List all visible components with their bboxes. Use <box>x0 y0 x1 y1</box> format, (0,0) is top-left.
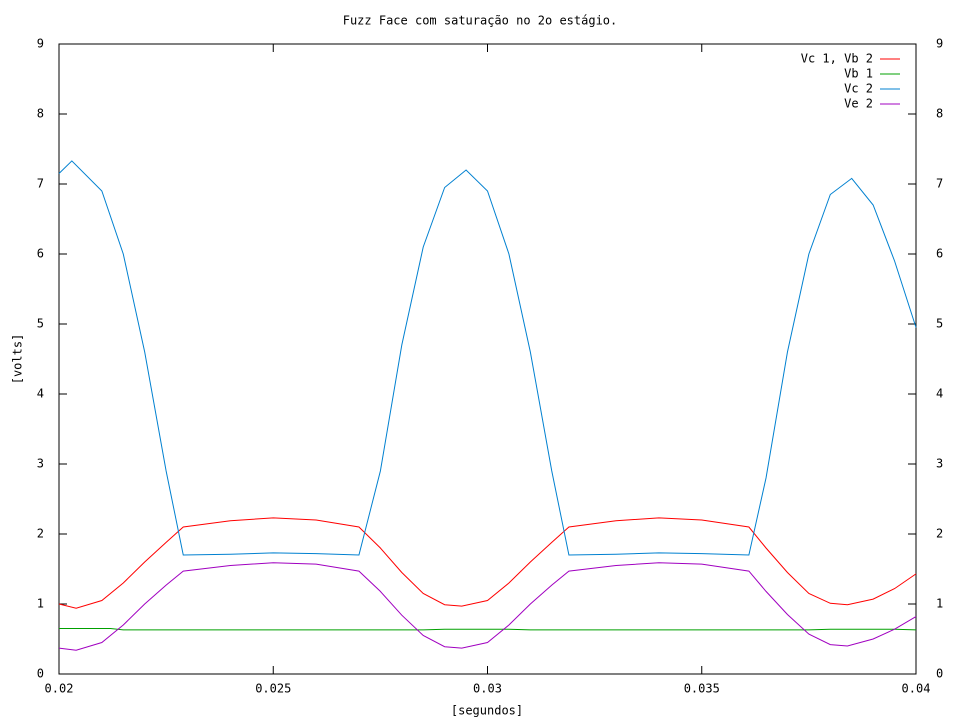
x-tick-label: 0.03 <box>473 682 502 696</box>
series-line <box>58 517 917 609</box>
x-axis-label: [segundos] <box>451 704 523 718</box>
y-axis-label: [volts] <box>11 334 25 385</box>
x-tick-label: 0.025 <box>255 682 291 696</box>
y2-tick-label: 3 <box>936 457 943 471</box>
y-tick-label: 5 <box>37 317 44 331</box>
y2-tick-label: 2 <box>936 527 943 541</box>
series-line <box>59 628 917 631</box>
y2-tick-label: 4 <box>936 387 943 401</box>
chart-title: Fuzz Face com saturação no 2o estágio. <box>343 14 618 28</box>
y2-tick-label: 8 <box>936 107 943 121</box>
y2-tick-label: 5 <box>936 317 943 331</box>
y-tick-label: 8 <box>37 107 44 121</box>
y-tick-label: 4 <box>37 387 44 401</box>
y-tick-label: 0 <box>37 667 44 681</box>
y2-tick-label: 0 <box>936 667 943 681</box>
legend-label: Ve 2 <box>844 97 873 111</box>
series-line <box>58 160 917 556</box>
legend-label: Vc 1, Vb 2 <box>801 52 873 66</box>
y-tick-label: 1 <box>37 597 44 611</box>
y-tick-label: 2 <box>37 527 44 541</box>
series-line <box>58 562 917 651</box>
x-tick-label: 0.02 <box>45 682 74 696</box>
legend-label: Vc 2 <box>844 82 873 96</box>
y-tick-label: 9 <box>37 37 44 51</box>
x-tick-label: 0.035 <box>684 682 720 696</box>
y2-tick-label: 6 <box>936 247 943 261</box>
x-tick-label: 0.04 <box>902 682 931 696</box>
y-tick-label: 6 <box>37 247 44 261</box>
y-tick-label: 7 <box>37 177 44 191</box>
y2-tick-label: 1 <box>936 597 943 611</box>
y2-tick-label: 9 <box>936 37 943 51</box>
plot-frame <box>58 43 917 675</box>
y-tick-label: 3 <box>37 457 44 471</box>
y2-tick-label: 7 <box>936 177 943 191</box>
legend-label: Vb 1 <box>844 67 873 81</box>
